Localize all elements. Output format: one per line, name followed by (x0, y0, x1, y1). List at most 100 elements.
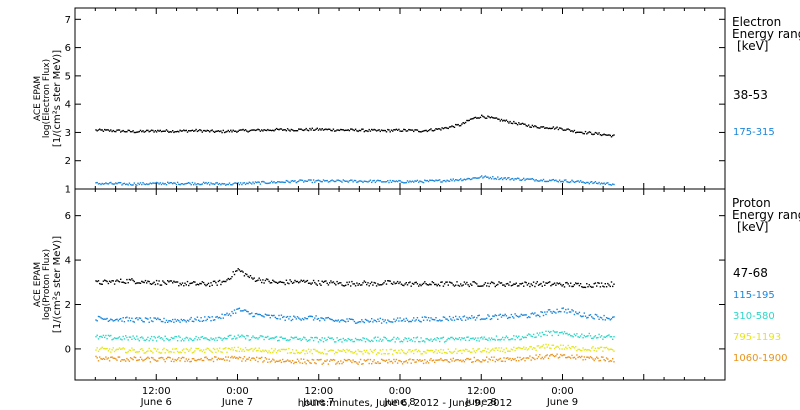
data-point (278, 129, 280, 131)
data-point (99, 282, 101, 285)
data-point (494, 117, 496, 119)
data-point (152, 352, 154, 354)
data-point (249, 129, 252, 132)
data-point (333, 341, 336, 343)
data-point (257, 338, 259, 340)
data-point (144, 279, 147, 282)
data-point (346, 348, 348, 351)
data-point (500, 360, 503, 362)
data-point (489, 339, 492, 341)
data-point (331, 179, 333, 181)
data-point (379, 349, 381, 351)
data-point (479, 285, 482, 287)
data-point (408, 337, 410, 339)
data-point (165, 283, 168, 285)
data-point (242, 335, 244, 337)
data-point (343, 358, 346, 361)
data-point (345, 351, 347, 354)
data-point (425, 362, 427, 364)
data-point (278, 349, 280, 351)
data-point (513, 358, 515, 361)
data-point (280, 128, 283, 130)
data-point (513, 346, 515, 349)
data-point (170, 280, 173, 282)
data-point (347, 181, 349, 183)
data-point (600, 182, 603, 184)
data-point (472, 317, 474, 319)
data-point (489, 176, 492, 179)
data-point (451, 360, 453, 362)
data-point (591, 357, 593, 359)
data-point (573, 129, 576, 132)
data-point (133, 337, 135, 339)
data-point (366, 283, 368, 286)
data-point (101, 283, 103, 285)
data-point (315, 180, 317, 182)
data-point (333, 282, 336, 285)
data-point (398, 359, 400, 362)
data-point (211, 351, 213, 353)
data-point (269, 361, 271, 363)
data-point (505, 283, 508, 285)
data-point (458, 359, 461, 362)
data-point (575, 181, 577, 183)
data-point (179, 336, 181, 339)
data-point (445, 352, 447, 354)
data-point (231, 131, 233, 133)
data-point (236, 308, 238, 310)
data-point (467, 357, 469, 360)
data-point (96, 280, 98, 283)
data-point (320, 339, 322, 342)
data-point (127, 184, 129, 186)
data-point (152, 320, 154, 323)
data-point (441, 319, 443, 322)
data-point (243, 336, 246, 338)
data-point (189, 337, 191, 340)
data-point (155, 350, 158, 352)
data-point (172, 130, 174, 132)
data-point (587, 335, 589, 337)
data-point (277, 318, 279, 320)
data-point (212, 183, 215, 185)
data-point (385, 359, 388, 361)
data-point (183, 340, 185, 342)
data-point (446, 127, 448, 129)
data-point (390, 348, 393, 351)
data-point (225, 314, 227, 316)
data-point (191, 352, 194, 354)
data-point (445, 340, 447, 342)
data-point (573, 181, 576, 183)
data-point (612, 134, 614, 137)
data-point (558, 356, 561, 358)
data-point (314, 281, 316, 284)
data-point (115, 337, 117, 340)
data-point (196, 316, 199, 318)
data-point (211, 129, 213, 131)
data-point (342, 319, 344, 322)
data-point (541, 180, 543, 182)
data-point (210, 359, 212, 361)
data-point (107, 320, 110, 322)
data-point (430, 338, 432, 340)
data-point (342, 337, 344, 340)
data-point (169, 339, 171, 341)
data-point (218, 336, 221, 339)
data-point (551, 344, 553, 346)
data-point (157, 336, 159, 339)
data-point (528, 282, 530, 285)
data-point (104, 318, 106, 320)
data-point (537, 356, 540, 358)
data-point (211, 284, 213, 286)
data-point (299, 338, 301, 340)
data-point (254, 337, 257, 339)
data-point (395, 338, 398, 340)
data-point (492, 348, 494, 350)
data-point (398, 282, 400, 285)
data-point (583, 312, 585, 314)
data-point (416, 317, 419, 319)
data-point (414, 180, 416, 182)
data-point (95, 319, 97, 321)
data-point (540, 282, 542, 285)
data-point (406, 362, 409, 364)
data-point (591, 286, 593, 288)
